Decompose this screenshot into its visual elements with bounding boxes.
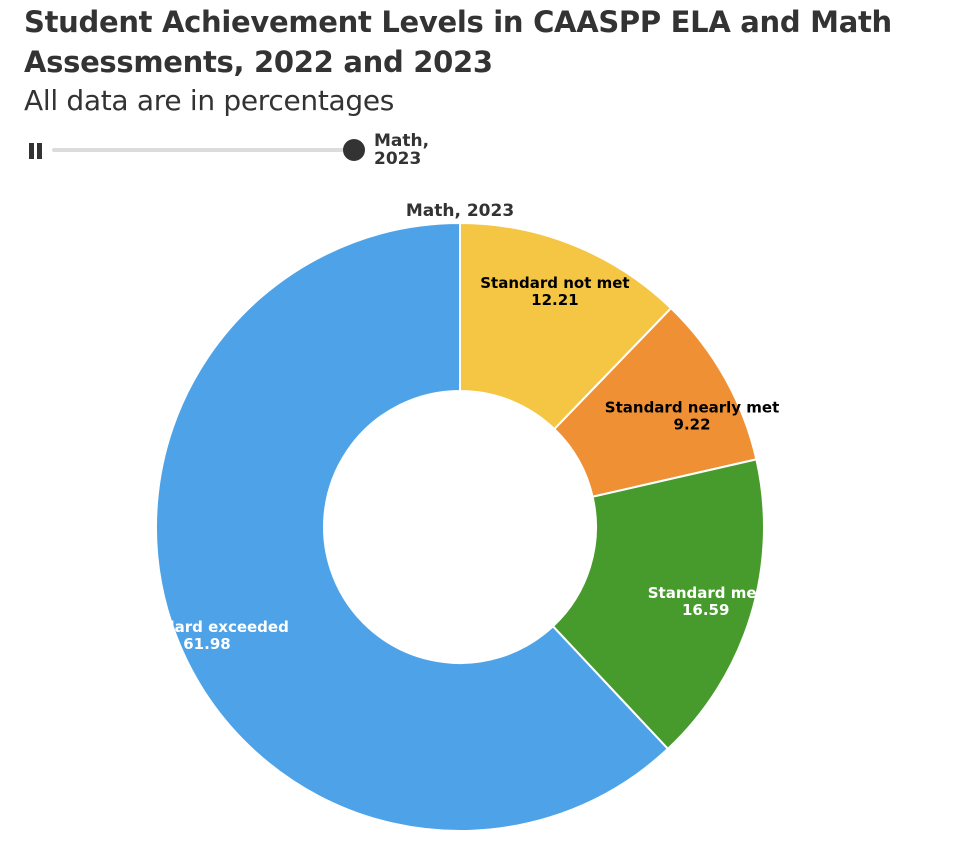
slice-category-label: Standard met — [648, 584, 764, 602]
donut-slice-standard-not-met[interactable] — [459, 222, 673, 431]
donut-chart-title: Math, 2023 — [406, 201, 514, 221]
timeline-slider-track[interactable] — [52, 148, 354, 152]
donut-label-standard-nearly-met: Standard nearly met 9.22 — [605, 399, 779, 434]
donut-label-standard-met: Standard met 16.59 — [648, 584, 764, 619]
timeline-slider-handle[interactable] — [343, 139, 365, 161]
slice-category-label: Standard exceeded — [125, 618, 289, 636]
pause-bar-right — [37, 143, 42, 159]
slice-value-label: 61.98 — [183, 635, 230, 653]
chart-subtitle: All data are in percentages — [24, 84, 395, 117]
pause-icon[interactable] — [26, 142, 44, 160]
timeline-slider-label: Math, 2023 — [374, 131, 430, 169]
chart-header: Student Achievement Levels in CAASPP ELA… — [24, 2, 924, 120]
donut-slices — [155, 222, 765, 832]
donut-labels: Standard not met 12.21 Standard nearly met… — [125, 274, 779, 653]
timeline-controls: Math, 2023 — [24, 132, 444, 172]
slice-category-label: Standard not met — [480, 274, 629, 292]
pause-bar-left — [29, 143, 34, 159]
donut-label-standard-not-met: Standard not met 12.21 — [480, 274, 629, 309]
slice-category-label: Standard nearly met — [605, 399, 779, 417]
chart-title: Student Achievement Levels in CAASPP ELA… — [24, 5, 892, 79]
donut-slice-standard-exceeded[interactable] — [155, 222, 669, 832]
donut-label-standard-exceeded: Standard exceeded 61.98 — [125, 618, 289, 653]
donut-slice-standard-met[interactable] — [551, 458, 765, 750]
slice-value-label: 16.59 — [682, 601, 729, 619]
slice-value-label: 12.21 — [531, 291, 578, 309]
slice-value-label: 9.22 — [674, 416, 711, 434]
